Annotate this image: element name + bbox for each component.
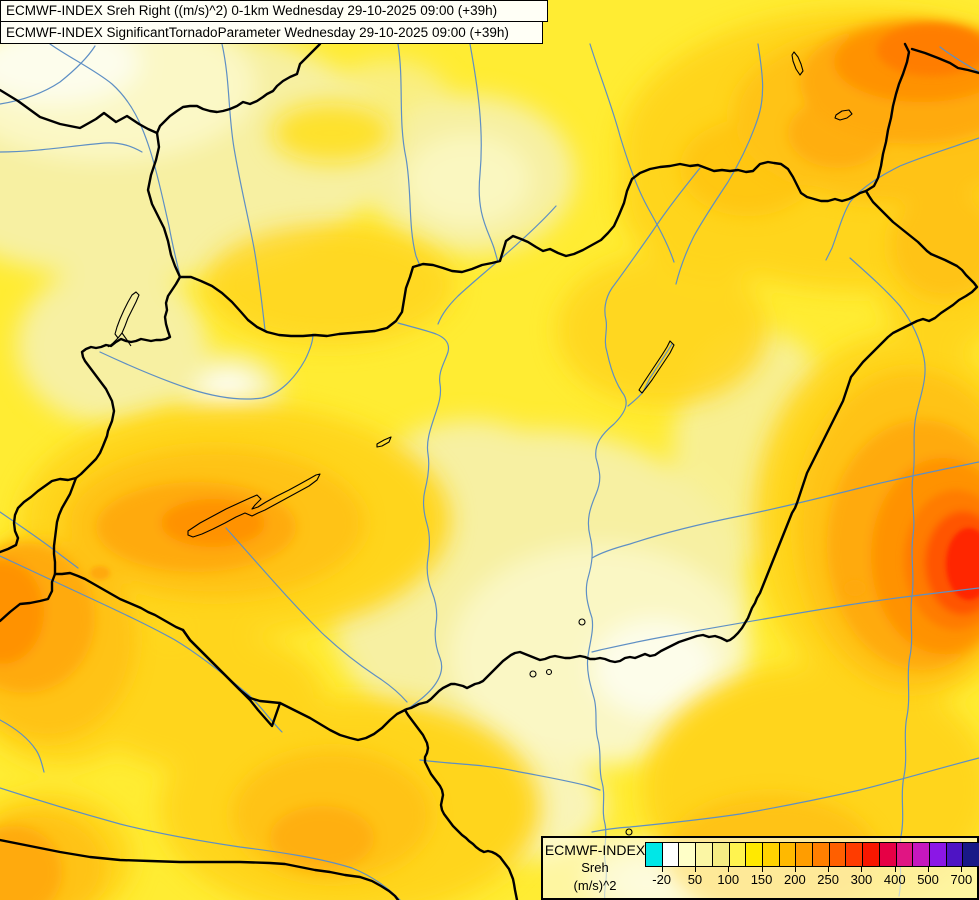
colorbar-tick-label: 150 bbox=[750, 872, 773, 887]
river-danube-upper bbox=[49, 43, 181, 277]
lake-tisza bbox=[638, 340, 675, 394]
colorbar-cell bbox=[746, 843, 763, 866]
legend-units-label: (m/s)^2 bbox=[573, 878, 617, 893]
colorbar bbox=[645, 842, 979, 867]
colorbar-cell bbox=[779, 843, 797, 866]
colorbar-cell bbox=[963, 843, 979, 866]
colorbar-cell bbox=[913, 843, 930, 866]
river-somes bbox=[849, 257, 926, 897]
colorbar-tick bbox=[694, 867, 696, 872]
colorbar-tick bbox=[761, 867, 763, 872]
colorbar-cell bbox=[879, 843, 897, 866]
river-vah bbox=[221, 43, 266, 331]
colorbar-cell bbox=[846, 843, 864, 866]
colorbar-cell bbox=[646, 843, 663, 866]
legend-label: ECMWF-INDEX Sreh (m/s)^2 bbox=[543, 841, 647, 895]
river-drava bbox=[0, 555, 283, 733]
border-slovenia-croatia bbox=[0, 572, 57, 623]
colorbar-tick-label: 250 bbox=[817, 872, 839, 887]
border-czech-austria bbox=[0, 88, 159, 135]
colorbar-cell bbox=[896, 843, 914, 866]
border-hungary-romania bbox=[725, 252, 979, 643]
colorbar-tick bbox=[861, 867, 863, 872]
colorbar-ticks: -20 50 100 150 200 250 300 400 500 700 bbox=[645, 867, 978, 893]
colorbar-tick-label: 50 bbox=[687, 872, 703, 887]
colorbar-tick-label: 100 bbox=[717, 872, 740, 887]
colorbar-cell bbox=[829, 843, 847, 866]
colorbar-cell bbox=[863, 843, 880, 866]
colorbar-tick-label: 300 bbox=[850, 872, 873, 887]
colorbar-cell bbox=[796, 843, 814, 866]
colorbar-tick bbox=[894, 867, 896, 872]
colorbar-tick bbox=[961, 867, 963, 872]
colorbar-tick bbox=[828, 867, 830, 872]
country-borders bbox=[0, 42, 979, 900]
colorbar-tick bbox=[928, 867, 930, 872]
river-tisza bbox=[585, 167, 701, 900]
border-austria-hungary bbox=[74, 275, 182, 480]
lake-balaton bbox=[187, 473, 321, 538]
colorbar-tick-label: -20 bbox=[652, 872, 672, 887]
colorbar-wrap: -20 50 100 150 200 250 300 400 500 700 bbox=[645, 842, 979, 893]
colorbar-cell bbox=[946, 843, 964, 866]
colorbar-tick bbox=[794, 867, 796, 872]
border-hungary-ukraine bbox=[864, 189, 933, 256]
lakes bbox=[107, 51, 853, 836]
river-danube-middle bbox=[397, 322, 450, 711]
border-slovakia-ukraine bbox=[864, 42, 911, 193]
colorbar-cell bbox=[729, 843, 747, 866]
colorbar-cell bbox=[662, 843, 680, 866]
rivers bbox=[0, 43, 979, 900]
colorbar-cell bbox=[712, 843, 730, 866]
colorbar-cell bbox=[762, 843, 780, 866]
colorbar-tick-label: 700 bbox=[950, 872, 973, 887]
map-title-secondary: ECMWF-INDEX SignificantTornadoParameter … bbox=[0, 21, 543, 44]
border-austria-slovenia bbox=[0, 476, 78, 554]
lake-velence bbox=[376, 436, 392, 448]
colorbar-tick-label: 400 bbox=[883, 872, 906, 887]
colorbar-tick-label: 200 bbox=[783, 872, 806, 887]
border-slovenia-hungary bbox=[52, 476, 78, 576]
border-hungary-serbia bbox=[403, 633, 729, 712]
border-austria-slovakia bbox=[146, 131, 182, 279]
border-slovakia-hungary bbox=[178, 160, 868, 338]
colorbar-tick bbox=[728, 867, 730, 872]
border-croatia-serbia bbox=[403, 708, 519, 900]
colorbar-tick-label: 500 bbox=[917, 872, 939, 887]
colorbar-cell bbox=[929, 843, 947, 866]
colorbar-cell bbox=[813, 843, 830, 866]
map-title-primary: ECMWF-INDEX Sreh Right ((m/s)^2) 0-1km W… bbox=[0, 0, 548, 22]
colorbar-tick bbox=[661, 867, 663, 872]
legend: ECMWF-INDEX Sreh (m/s)^2 -20 50 100 150 200 2… bbox=[541, 836, 979, 900]
border-czech-slovakia bbox=[155, 42, 322, 135]
colorbar-cell bbox=[696, 843, 713, 866]
border-ukraine-poland bbox=[910, 47, 979, 75]
legend-parameter-label: Sreh bbox=[581, 860, 609, 875]
river-koros bbox=[591, 587, 979, 653]
river-sava bbox=[0, 787, 401, 900]
legend-product-label: ECMWF-INDEX bbox=[544, 842, 646, 858]
river-mures bbox=[591, 461, 979, 559]
colorbar-cell bbox=[679, 843, 697, 866]
border-croatia-bosnia bbox=[0, 838, 400, 900]
